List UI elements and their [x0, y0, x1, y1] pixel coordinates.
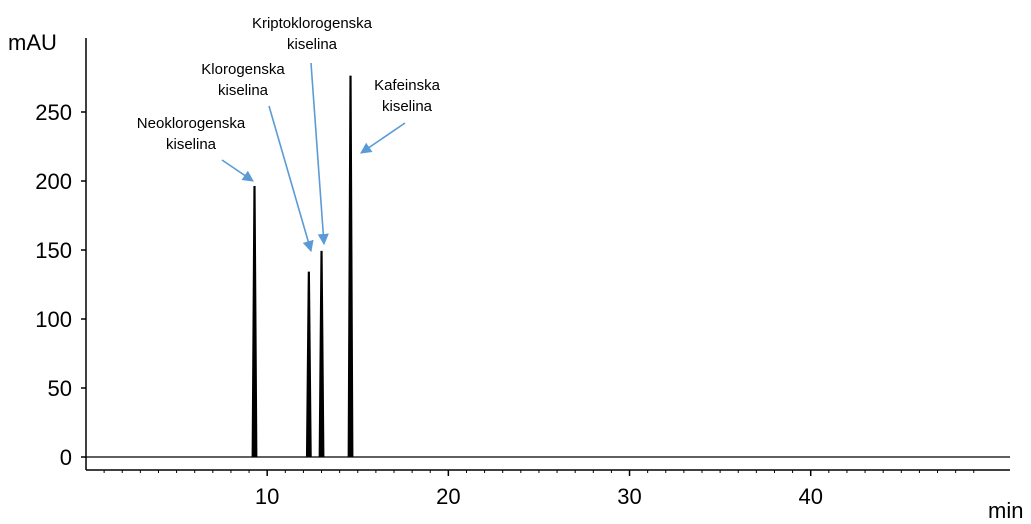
annotation-text: Kafeinska [374, 77, 441, 94]
annotation-text: Neoklorogenska [137, 115, 246, 132]
y-tick-label: 50 [48, 376, 72, 401]
annotation-text: kiselina [218, 82, 269, 99]
annotation-text: Klorogenska [201, 61, 285, 78]
peak-annotation: Klorogenska kiselina [201, 61, 314, 253]
peak-mark [318, 250, 325, 458]
y-tick-label: 250 [35, 100, 72, 125]
annotation-arrow [310, 62, 329, 246]
annotation-arrow [360, 122, 406, 154]
x-tick-label: 30 [617, 484, 641, 509]
peak-annotation: Kafeinska kiselina [360, 77, 441, 154]
peak-mark [305, 271, 312, 458]
tick-labels: 0 50 100 150 200 250 10 20 30 40 [35, 100, 823, 509]
x-tick-label: 40 [798, 484, 822, 509]
annotation-text: kiselina [382, 98, 433, 115]
x-tick-label: 10 [255, 484, 279, 509]
y-axis-label: mAU [8, 30, 57, 55]
peak-annotation: Neoklorogenska kiselina [137, 115, 254, 182]
y-tick-label: 100 [35, 307, 72, 332]
peak-mark [347, 75, 354, 458]
axes [81, 38, 1010, 476]
peak-mark [251, 186, 258, 458]
annotation-text: kiselina [287, 36, 338, 53]
annotation-text: Kriptoklorogenska [252, 15, 373, 32]
annotation-arrow [268, 105, 314, 253]
x-axis-label: min [988, 498, 1023, 523]
annotations: NeoklorogenskakiselinaKlorogenskakiselin… [137, 15, 441, 253]
y-tick-label: 0 [60, 445, 72, 470]
y-tick-label: 150 [35, 238, 72, 263]
x-tick-label: 20 [436, 484, 460, 509]
trace-layer [86, 75, 1010, 458]
annotation-arrow [221, 159, 254, 182]
peak-annotation: Kriptoklorogenska kiselina [252, 15, 373, 246]
y-tick-label: 200 [35, 169, 72, 194]
annotation-text: kiselina [166, 136, 217, 153]
